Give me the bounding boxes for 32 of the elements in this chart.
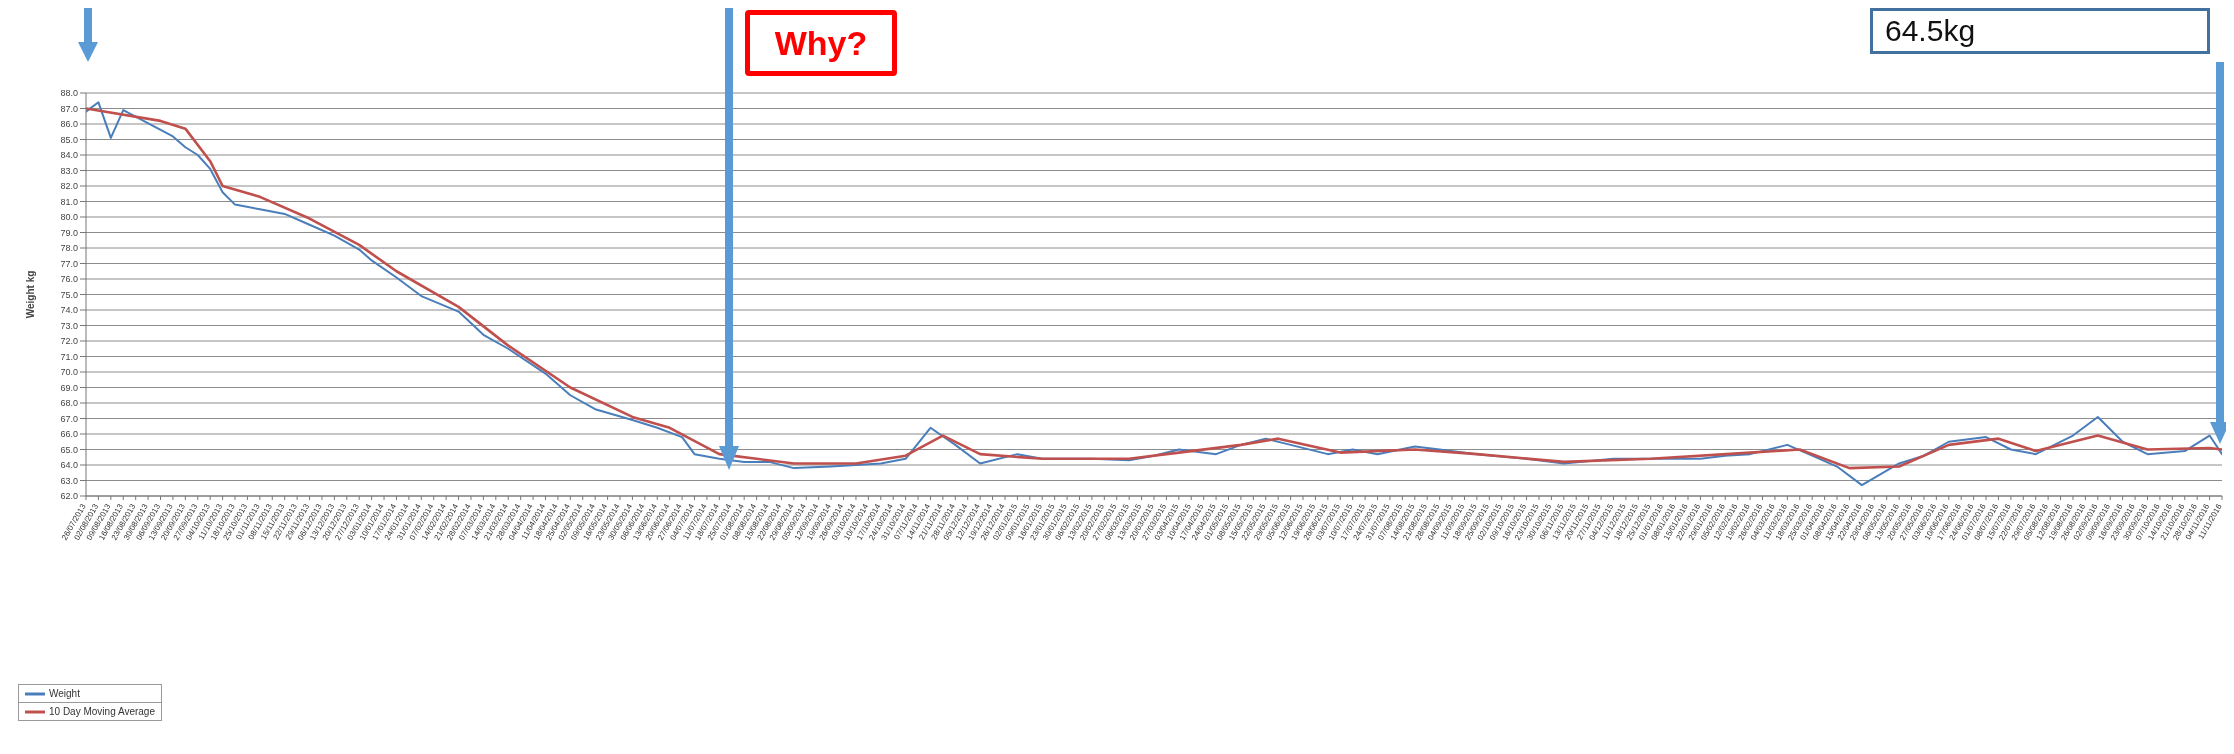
text: Why? — [745, 10, 897, 76]
y-tick-label: 71.0 — [60, 351, 78, 362]
legend-label: 10 Day Moving Average — [49, 706, 155, 717]
y-tick-label: 80.0 — [60, 212, 78, 223]
y-tick-label: 88.0 — [60, 88, 78, 99]
y-tick-label: 67.0 — [60, 413, 78, 424]
y-tick-label: 78.0 — [60, 243, 78, 254]
y-tick-label: 68.0 — [60, 398, 78, 409]
text: 64.5kg — [1870, 8, 2210, 54]
y-tick-label: 66.0 — [60, 429, 78, 440]
y-tick-label: 74.0 — [60, 305, 78, 316]
y-tick-label: 63.0 — [60, 475, 78, 486]
y-tick-label: 82.0 — [60, 181, 78, 192]
y-tick-label: 69.0 — [60, 382, 78, 393]
y-tick-label: 83.0 — [60, 165, 78, 176]
y-tick-label: 76.0 — [60, 274, 78, 285]
y-tick-label: 62.0 — [60, 491, 78, 502]
y-tick-label: 73.0 — [60, 320, 78, 331]
y-tick-label: 70.0 — [60, 367, 78, 378]
y-tick-label: 79.0 — [60, 227, 78, 238]
y-tick-label: 87.0 — [60, 103, 78, 114]
legend-label: Weight — [49, 688, 80, 699]
y-tick-label: 81.0 — [60, 196, 78, 207]
y-tick-label: 77.0 — [60, 258, 78, 269]
y-axis-title: Weight kg — [24, 270, 36, 319]
y-tick-label: 65.0 — [60, 444, 78, 455]
y-tick-label: 64.0 — [60, 460, 78, 471]
y-tick-label: 72.0 — [60, 336, 78, 347]
y-tick-label: 85.0 — [60, 134, 78, 145]
y-tick-label: 86.0 — [60, 119, 78, 130]
y-tick-label: 75.0 — [60, 289, 78, 300]
y-tick-label: 84.0 — [60, 150, 78, 161]
